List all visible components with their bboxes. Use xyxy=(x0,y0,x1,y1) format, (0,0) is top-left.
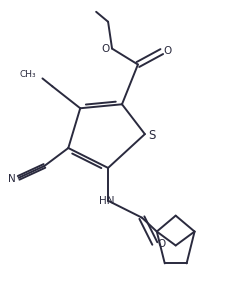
Text: O: O xyxy=(164,46,172,56)
Text: S: S xyxy=(148,129,156,142)
Text: O: O xyxy=(158,240,166,249)
Text: CH₃: CH₃ xyxy=(20,70,36,79)
Text: O: O xyxy=(101,43,109,54)
Text: N: N xyxy=(8,174,16,184)
Text: HN: HN xyxy=(99,196,115,206)
